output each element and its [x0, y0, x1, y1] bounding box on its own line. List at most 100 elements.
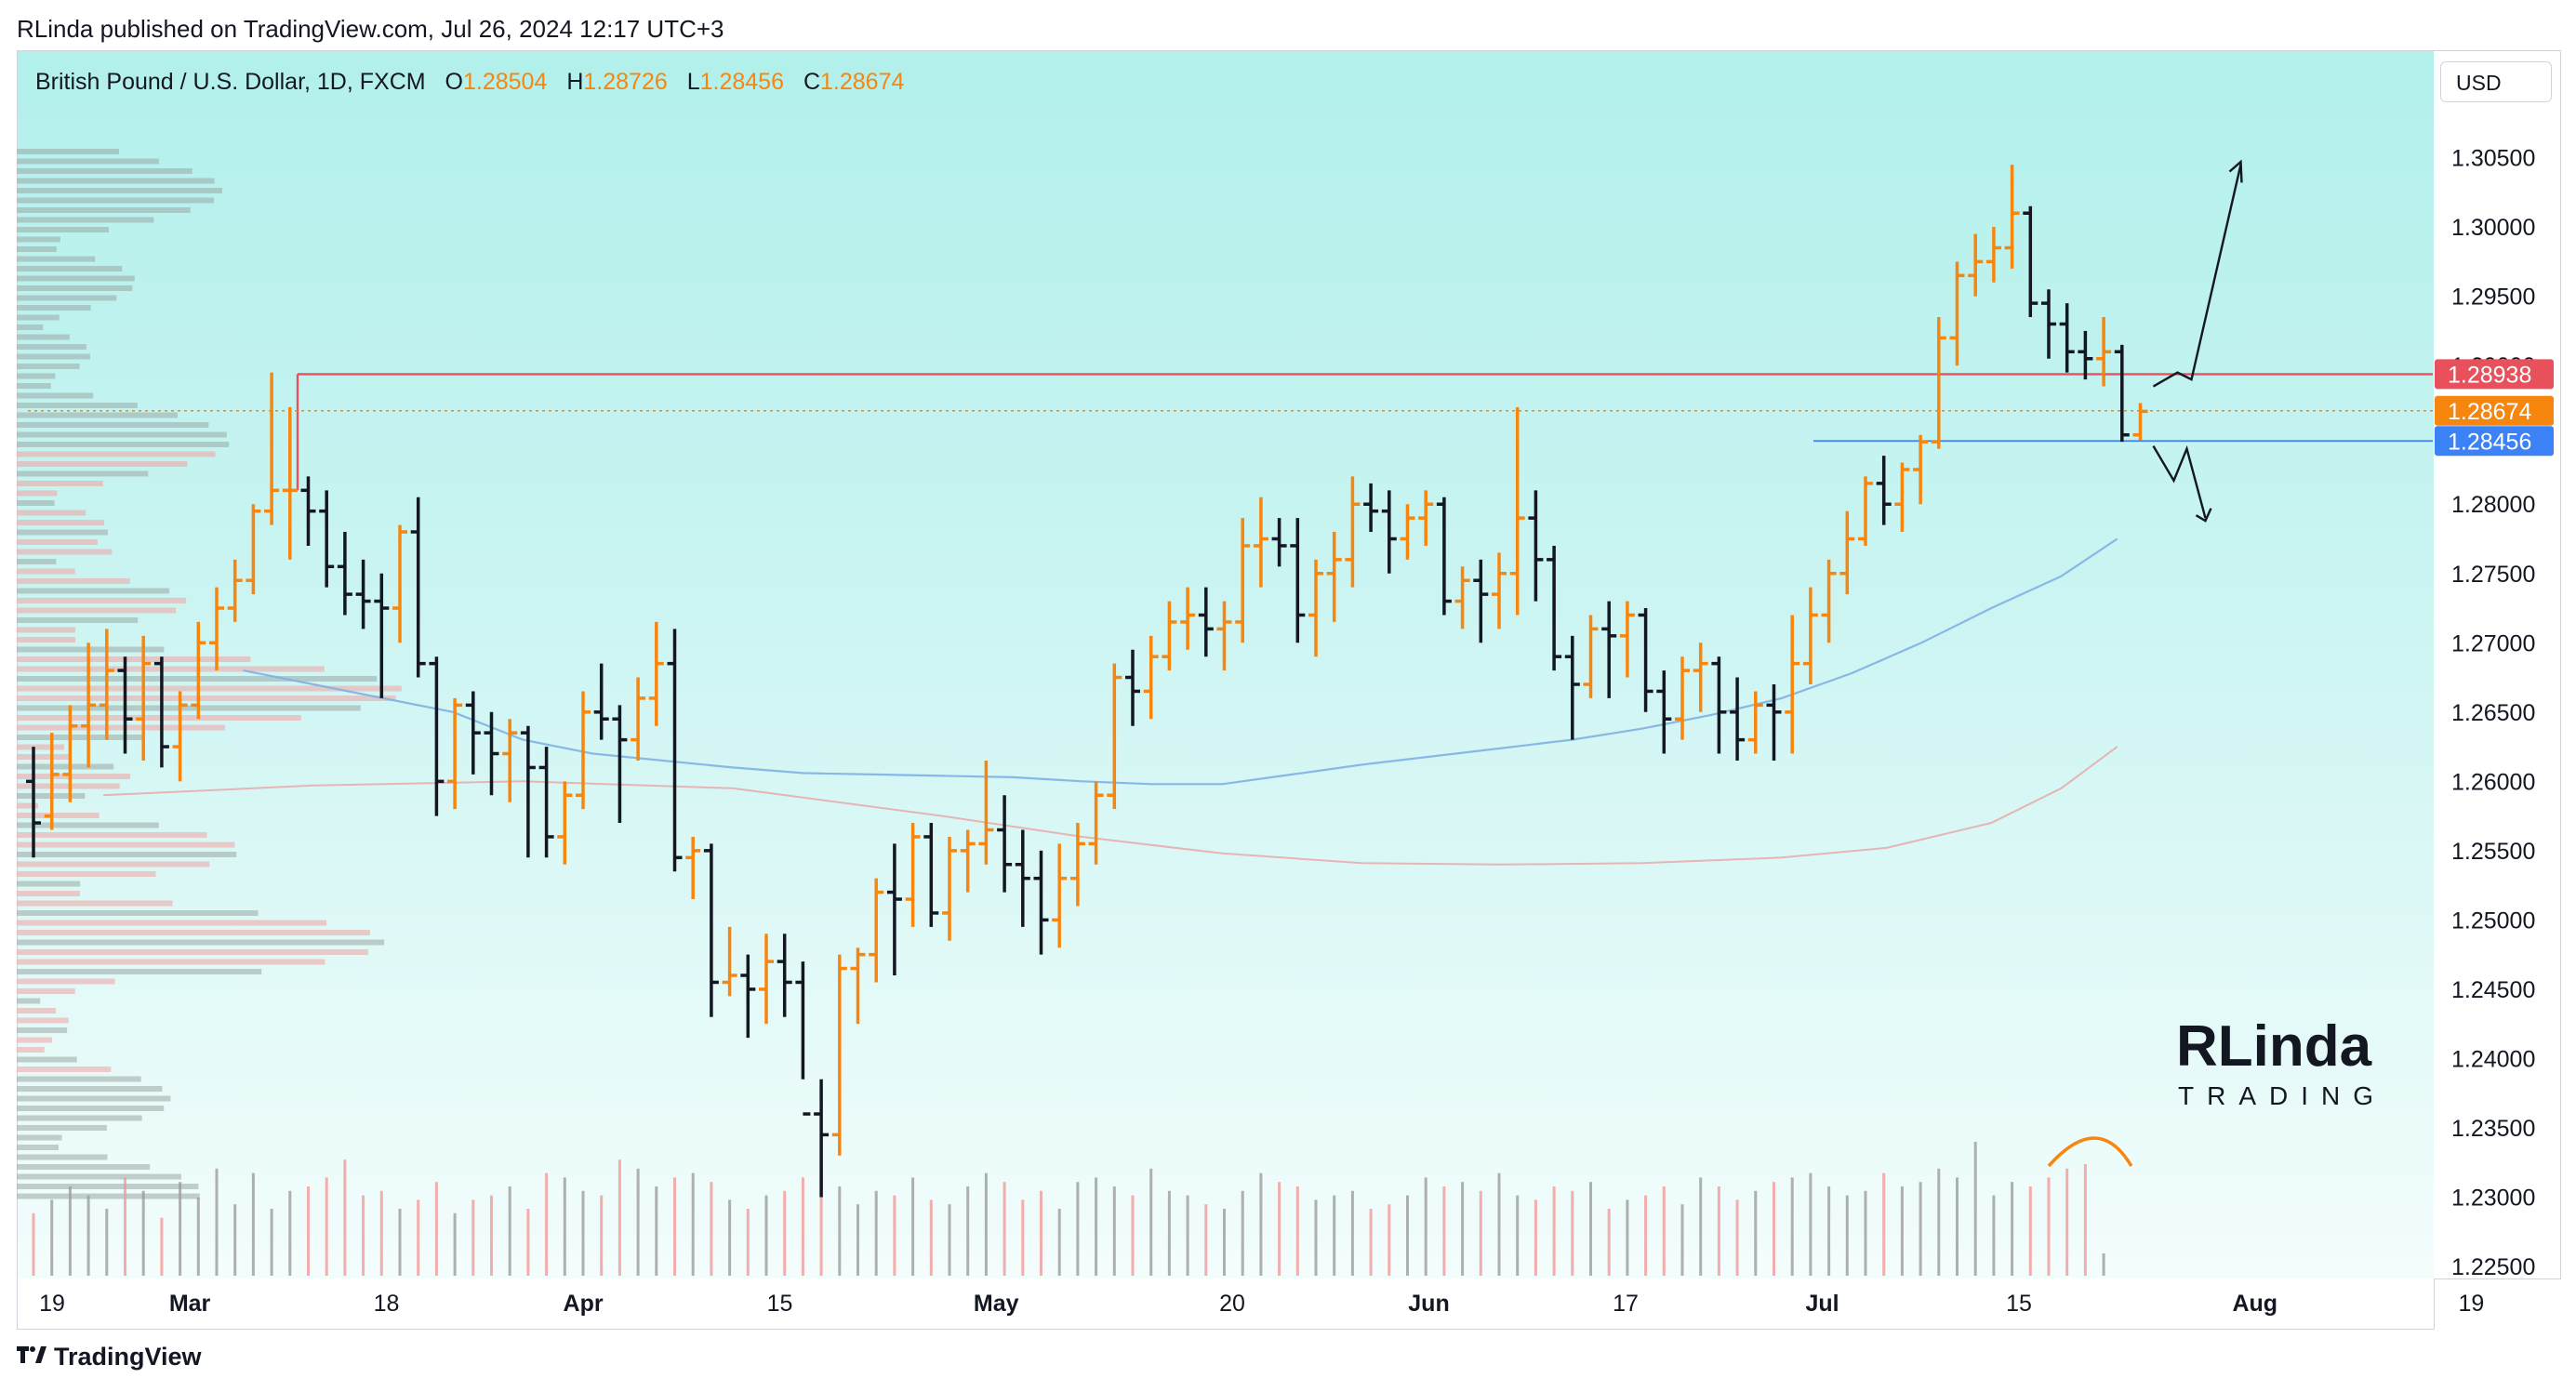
volume-bar	[1442, 1186, 1446, 1276]
volume-profile-bar	[17, 500, 55, 506]
volume-profile-bar	[17, 422, 209, 428]
volume-profile-bar	[17, 910, 259, 916]
volume-profile-bar	[17, 403, 138, 408]
volume-profile-bar	[17, 735, 143, 740]
volume-bar	[673, 1177, 676, 1276]
volume-bar	[1662, 1186, 1666, 1276]
volume-profile-bar	[17, 607, 177, 614]
volume-profile-bar	[17, 188, 222, 193]
time-tick-label: 15	[2006, 1291, 2032, 1317]
volume-bar	[1040, 1190, 1042, 1276]
volume-profile-bar	[17, 891, 80, 896]
volume-bar	[1516, 1195, 1520, 1276]
volume-profile-bar	[17, 246, 57, 252]
volume-profile-bar	[17, 168, 193, 174]
volume-bar	[1809, 1172, 1812, 1276]
volume-bar	[1333, 1195, 1336, 1276]
volume-bar	[1076, 1182, 1080, 1276]
volume-profile-bar	[17, 871, 156, 877]
volume-bar	[1919, 1182, 1922, 1276]
volume-profile-bar	[17, 763, 114, 770]
volume-profile-bar	[17, 783, 120, 789]
volume-profile-bar	[17, 1086, 163, 1092]
volume-bar	[1827, 1186, 1831, 1276]
volume-profile-bar	[17, 217, 154, 223]
volume-bar	[1223, 1209, 1226, 1276]
volume-profile-bar	[17, 490, 58, 497]
tradingview-logo[interactable]: TradingView	[17, 1343, 202, 1371]
volume-bar	[1845, 1195, 1849, 1276]
open-label: O	[445, 69, 463, 95]
price-scale[interactable]	[2434, 50, 2561, 1279]
volume-bar	[1424, 1177, 1427, 1276]
price-tick-label: 1.24000	[2451, 1046, 2535, 1072]
volume-profile-bar	[17, 1164, 151, 1170]
volume-profile-bar	[17, 861, 210, 868]
price-tag-support	[2435, 426, 2554, 457]
volume-profile-bar	[17, 1115, 142, 1121]
price-tick-label: 1.30500	[2451, 146, 2535, 172]
volume-bar	[490, 1195, 493, 1276]
volume-profile-bar	[17, 1017, 69, 1024]
time-tick-label: Aug	[2232, 1291, 2277, 1317]
price-tag-resistance	[2435, 359, 2554, 390]
volume-profile-bar	[17, 334, 70, 340]
volume-profile-bar	[17, 939, 385, 946]
volume-profile-bar	[17, 392, 94, 399]
volume-bar	[1589, 1182, 1592, 1276]
bullish-arrowhead	[2228, 159, 2243, 183]
volume-profile-bar	[17, 295, 117, 301]
volume-bar	[141, 1190, 145, 1276]
volume-profile-bar	[17, 1027, 68, 1033]
volume-bar	[2028, 1186, 2032, 1276]
volume-bar	[251, 1172, 255, 1276]
volume-bar	[1735, 1199, 1739, 1276]
volume-profile-bar	[17, 373, 56, 379]
volume-profile-bar	[17, 236, 60, 243]
volume-bar	[179, 1182, 182, 1276]
volume-profile-bar	[17, 305, 91, 311]
volume-profile-bar	[17, 559, 57, 564]
volume-bar	[215, 1168, 219, 1276]
volume-bar	[2011, 1182, 2014, 1276]
price-tick-label: 1.26000	[2451, 769, 2535, 795]
volume-profile-bar	[17, 451, 216, 457]
low-label: L	[686, 69, 700, 95]
volume-profile-bar	[17, 744, 64, 750]
volume-profile-bar	[17, 275, 135, 282]
volume-bar	[783, 1190, 787, 1276]
volume-bar	[617, 1159, 621, 1276]
volume-bar	[398, 1209, 402, 1276]
price-tick-label: 1.25000	[2451, 907, 2535, 934]
close-value: 1.28674	[820, 69, 905, 95]
volume-bar	[1534, 1199, 1537, 1276]
volume-bar	[1607, 1209, 1611, 1276]
volume-profile-bar	[17, 1056, 77, 1063]
volume-profile-bar	[17, 988, 75, 994]
volume-bar	[1680, 1204, 1684, 1276]
volume-profile-bar	[17, 969, 262, 974]
volume-bar	[32, 1212, 35, 1276]
currency-button[interactable]: USD	[2440, 61, 2552, 102]
volume-profile-bar	[17, 149, 119, 154]
volume-profile-bar	[17, 520, 104, 525]
volume-profile-bar	[17, 431, 227, 438]
volume-profile-bar	[17, 1184, 199, 1189]
volume-bar	[1167, 1190, 1171, 1276]
volume-profile-bar	[17, 1047, 45, 1053]
volume-bar	[856, 1204, 859, 1276]
volume-bar	[1773, 1182, 1775, 1276]
volume-bar	[691, 1172, 695, 1276]
volume-profile-bar	[17, 285, 133, 291]
volume-bar	[1369, 1209, 1373, 1276]
volume-profile-bar	[17, 256, 96, 262]
volume-profile-bar	[17, 1076, 141, 1082]
price-tag-label-support: 1.28456	[2448, 429, 2531, 455]
volume-bar	[508, 1186, 511, 1276]
volume-bar	[1973, 1142, 1977, 1276]
volume-bar	[1644, 1195, 1648, 1276]
volume-profile-bar	[17, 481, 103, 486]
volume-profile-bar	[17, 1193, 200, 1199]
volume-profile-bar	[17, 1134, 62, 1141]
time-axis[interactable]	[17, 1278, 2435, 1330]
